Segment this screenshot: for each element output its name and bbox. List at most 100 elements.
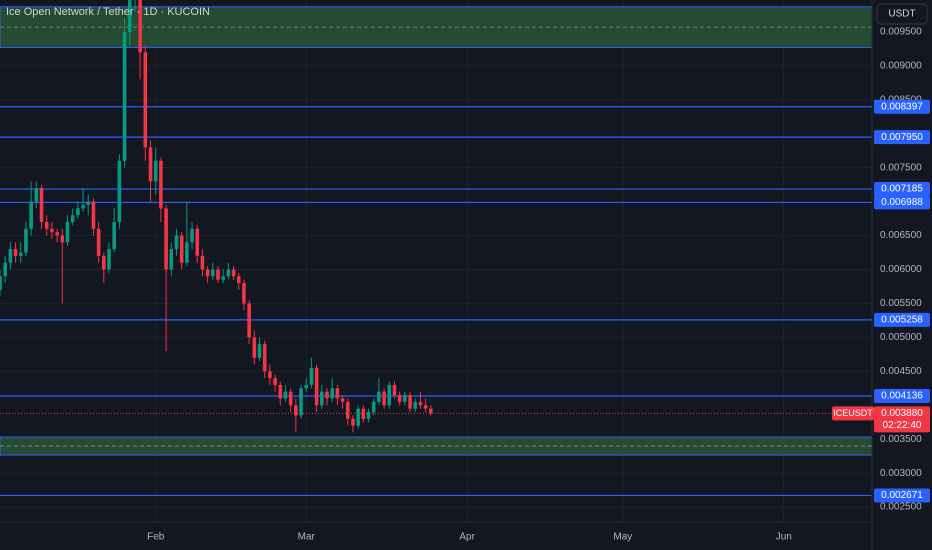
candle-body xyxy=(13,249,18,256)
candle-body xyxy=(226,269,231,277)
x-tick-label: Mar xyxy=(298,532,316,543)
y-tick-label: 0.005000 xyxy=(880,332,922,343)
candle-body xyxy=(8,249,13,263)
level-label: 0.006988 xyxy=(881,197,923,208)
candle-body xyxy=(366,412,371,419)
candle-body xyxy=(403,395,407,402)
candle-body xyxy=(107,249,111,270)
candle-body xyxy=(0,276,2,290)
candle-body xyxy=(127,0,132,32)
y-tick-label: 0.002500 xyxy=(880,502,922,513)
symbol-label: ICEUSDT xyxy=(833,408,873,418)
candle-body xyxy=(159,160,163,209)
grid xyxy=(0,0,872,522)
level-label: 0.004136 xyxy=(881,391,923,402)
level-label: 0.007185 xyxy=(881,184,923,195)
level-label-box xyxy=(874,389,930,404)
candle-body xyxy=(164,208,168,270)
candle-body xyxy=(60,235,65,243)
candle-body xyxy=(429,408,433,414)
candle-body xyxy=(200,255,205,270)
zones xyxy=(0,6,872,456)
candle-body xyxy=(39,188,44,222)
candle-body xyxy=(273,378,277,385)
level-label-box xyxy=(874,130,930,145)
candle-body xyxy=(179,235,184,263)
candle-body xyxy=(423,405,428,409)
candle-body xyxy=(325,391,329,399)
candle-body xyxy=(24,228,28,253)
candle-body xyxy=(320,391,324,406)
candle-body xyxy=(143,52,148,148)
currency-button[interactable] xyxy=(876,3,928,25)
level-label: 0.002671 xyxy=(881,490,923,501)
candle-body xyxy=(96,228,101,256)
countdown-label: 02:22:40 xyxy=(883,420,922,431)
candle-body xyxy=(81,204,85,209)
candle-body xyxy=(174,235,179,250)
y-tick-label: 0.004500 xyxy=(880,366,922,377)
candle-body xyxy=(392,384,397,396)
y-tick-label: 0.006500 xyxy=(880,230,922,241)
candle-body xyxy=(231,269,236,277)
candle-body xyxy=(371,401,376,413)
candle-body xyxy=(76,208,80,216)
candle-body xyxy=(221,276,225,280)
y-tick-label: 0.003500 xyxy=(880,434,922,445)
candle-body xyxy=(3,262,7,277)
candle-body xyxy=(65,221,70,243)
axes: 0.0095000.0090000.0085000.0075000.006500… xyxy=(147,27,930,543)
candle-body xyxy=(283,391,288,399)
candle-body xyxy=(169,249,174,270)
candle-body xyxy=(361,408,366,419)
candle-body xyxy=(252,337,257,358)
candle-body xyxy=(50,228,54,233)
candle-body xyxy=(314,367,319,406)
candle-body xyxy=(190,228,194,243)
candle-body xyxy=(299,388,303,416)
candle-body xyxy=(205,269,210,277)
candle-body xyxy=(309,367,314,385)
candle-body xyxy=(418,401,423,406)
candle-body xyxy=(304,384,309,389)
candle-body xyxy=(330,388,334,399)
candle-body xyxy=(148,147,153,182)
currency-label[interactable]: USDT xyxy=(888,9,915,20)
level-label-box xyxy=(874,195,930,210)
level-label-box xyxy=(874,312,930,327)
y-tick-label: 0.003000 xyxy=(880,468,922,479)
level-label: 0.007950 xyxy=(881,132,923,143)
y-tick-label: 0.006000 xyxy=(880,264,922,275)
candle-body xyxy=(408,395,412,409)
candle-body xyxy=(102,255,106,270)
candle-body xyxy=(377,391,381,402)
candle-body xyxy=(216,269,220,280)
chart-title: Ice Open Network / Tether · 1D · KUCOIN xyxy=(6,6,210,18)
candle-body xyxy=(112,221,116,250)
y-tick-label: 0.009500 xyxy=(880,27,922,38)
candle-body xyxy=(278,384,283,399)
candle-body xyxy=(138,0,142,53)
candle-body xyxy=(117,160,122,222)
x-tick-label: Apr xyxy=(459,532,475,543)
candle-body xyxy=(247,303,251,338)
y-tick-label: 0.009000 xyxy=(880,60,922,71)
last-price-label: 0.003880 xyxy=(881,408,923,419)
candle-body xyxy=(397,395,402,402)
y-tick-label: 0.005500 xyxy=(880,298,922,309)
candle-body xyxy=(70,215,75,222)
level-label-box xyxy=(874,99,930,114)
x-tick-label: Feb xyxy=(147,532,165,543)
level-label-box xyxy=(874,488,930,503)
candle-body xyxy=(44,221,49,229)
candle-body xyxy=(351,418,355,426)
candle-body xyxy=(257,344,262,358)
candle-body xyxy=(356,408,360,426)
level-label: 0.008397 xyxy=(881,101,923,112)
candle-body xyxy=(29,201,33,229)
candle-body xyxy=(122,31,127,161)
y-tick-label: 0.007500 xyxy=(880,162,922,173)
